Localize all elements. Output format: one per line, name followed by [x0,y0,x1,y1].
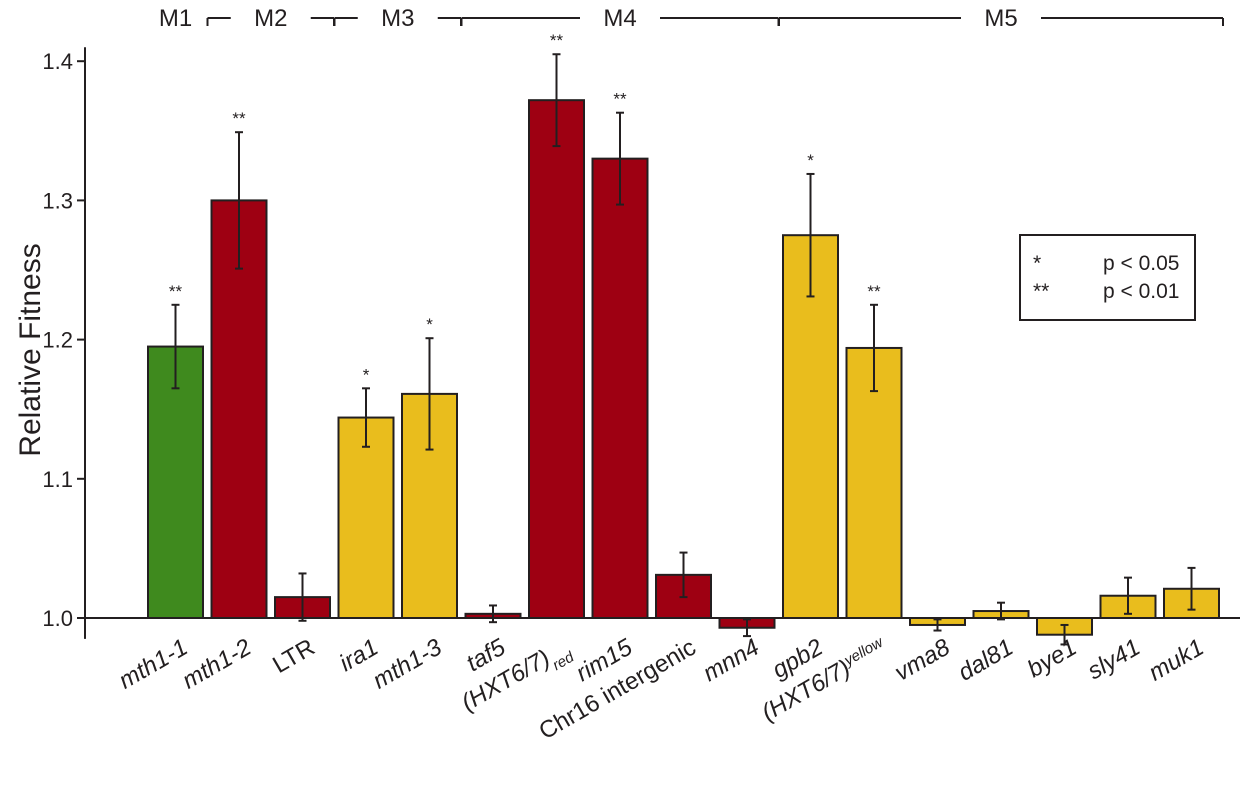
significance-label: ** [169,282,183,301]
group-bracket: M3 [333,5,462,32]
y-axis-title: Relative Fitness [14,243,47,456]
error-bar [933,618,942,632]
significance-label: * [426,315,433,334]
y-axis: 1.0 1.1 1.2 1.3 1.4 [42,47,86,639]
category-label: bye1 [1023,634,1082,683]
group-label: M5 [984,5,1017,32]
category-label: mth1-2 [178,634,256,695]
error-bar [806,172,815,298]
error-bar [679,551,688,599]
error-bar [997,601,1005,621]
group-label: M4 [603,5,636,32]
y-tick-label: 1.3 [42,188,73,213]
category-label: sly41 [1083,634,1145,685]
group-label: M2 [254,5,287,32]
significance-label: ** [232,109,246,128]
significance-label: ** [867,282,881,301]
category-label: mth1-1 [114,634,192,695]
category-label: dal81 [954,634,1018,687]
bar [528,99,585,619]
error-bar [870,303,878,393]
error-bar [1124,576,1132,615]
error-bar [616,111,624,206]
group-bracket: M1 [159,5,192,32]
group-brackets: M1 M2 M3 M4 M5 [159,5,1224,32]
legend-label: p < 0.05 [1103,252,1179,275]
y-tick-label: 1.2 [42,328,73,353]
significance-label: ** [550,31,564,50]
legend-symbol: * [1033,252,1041,275]
y-tick-label: 1.1 [42,467,73,492]
group-label: M3 [381,5,414,32]
bar [845,346,903,619]
y-tick-label: 1.4 [42,49,73,74]
category-label: mnn4 [698,634,764,687]
bar [591,157,649,619]
error-bar [298,572,307,622]
legend-symbol: ** [1033,280,1049,303]
significance-label: * [807,151,814,170]
group-bracket: M5 [778,5,1224,32]
category-label: LTR [268,634,319,679]
group-label: M1 [159,5,192,32]
error-bar [552,53,561,148]
y-tick-label: 1.0 [42,606,73,631]
significance-label: ** [613,90,627,109]
bars: ************* [85,31,1240,646]
category-label: mth1-3 [368,633,447,694]
error-bar [425,337,434,451]
group-bracket: M2 [206,5,335,32]
category-label: muk1 [1144,634,1208,687]
significance-label: * [363,365,370,384]
legend-label: p < 0.01 [1103,280,1179,303]
error-bar [743,618,751,638]
legend: * p < 0.05 ** p < 0.01 [1019,234,1196,321]
error-bar [171,303,180,390]
group-bracket: M4 [460,5,780,32]
error-bar [1060,623,1069,646]
bar [782,234,839,619]
error-bar [362,387,370,448]
category-label: (HXT6/7)yellow [757,633,892,727]
error-bar [1187,566,1196,611]
legend-box [1019,234,1196,321]
category-label: vma8 [890,633,955,686]
error-bar [235,131,243,270]
error-bar [489,604,497,624]
